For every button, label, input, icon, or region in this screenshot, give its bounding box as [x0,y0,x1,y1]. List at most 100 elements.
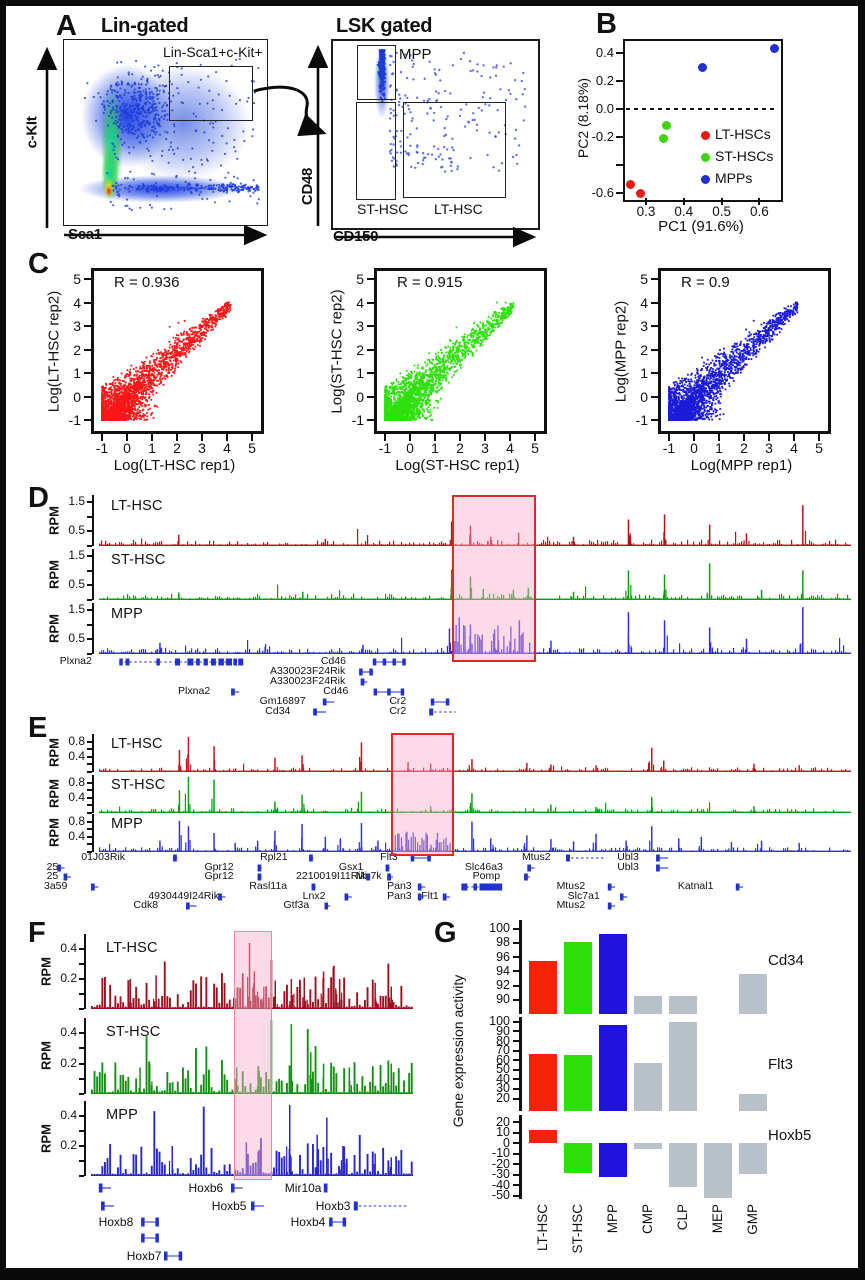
track-name-label: MPP [111,606,144,622]
gbar-gene-label: Hoxb5 [768,1127,812,1144]
gbar-category-label: GMP [745,1204,760,1235]
gbar-ytick-label: 80 [496,1033,510,1048]
corr-ytick-label: -1 [351,412,364,428]
gene-label-Pan3: Pan3 [387,880,412,892]
genome-track-LT-HSC [91,943,413,1009]
gene-label-Mir10a: Mir10a [284,1181,322,1195]
track-axis-tick [87,555,92,558]
gbar-ytick-label: 90 [496,992,510,1007]
corr-xtick-label: 3 [198,440,206,456]
panel-c-label: C [28,248,49,280]
corr-ytick [367,348,374,351]
corr-ytick [367,301,374,304]
gbar-ytick [513,1078,519,1081]
gbar-ytick [513,1020,519,1023]
track-axis-tick [87,609,92,612]
track-axis-line [84,934,86,1009]
corr-ytick [84,278,91,280]
gbar-Flt3-MPP [599,1024,627,1111]
corr-xtick [251,434,253,441]
gbar-ytick [513,941,519,944]
corr-ytick [651,278,658,280]
track-ytick-label: 0.4 [68,789,85,804]
corr-ytick [84,301,91,304]
corr-ytick [651,395,658,398]
gbar-Hoxb5-CMP [634,1143,662,1150]
panel-e-label: E [28,712,47,744]
gbar-ytick [513,1121,519,1124]
gbar-axis-line [519,920,522,1014]
lin-flow-density [78,58,260,212]
track-axis-tick [87,569,92,572]
genome-track-LT-HSC [99,505,851,546]
corr-xtick-label: 5 [815,440,823,456]
gene-expression-activity-ylabel: Gene expression activity [450,974,466,1128]
gbar-ytick [513,1152,519,1155]
track-axis-tick [79,948,84,950]
genome-track-MPP [99,607,851,654]
gbar-category-label: MPP [605,1204,620,1234]
gbar-ytick [513,1184,519,1187]
corr-ytick [651,301,658,304]
gene-label-Hoxb3: Hoxb3 [315,1199,351,1213]
corr-ytick-label: 4 [73,294,81,311]
gbar-ytick [513,1173,519,1176]
track-axis-tick [87,653,92,655]
corr-xtick-label: -1 [378,440,392,456]
gbar-Hoxb5-GMP [739,1143,767,1174]
highlight-box [452,495,536,662]
pca-ytick-label: 0.0 [595,101,614,116]
track-axis-tick [87,638,92,641]
gbar-gene-label: Cd34 [768,952,804,969]
track-rpm-label: RPM [46,738,62,767]
gene-label-Pomp: Pomp [472,870,501,882]
gbar-ytick [513,927,519,930]
legend-label-LT-HSCs: LT-HSCs [715,126,771,142]
track-name-label: ST-HSC [111,777,166,793]
corr-xtick [226,434,228,441]
track-rpm-label: RPM [38,1041,54,1070]
gbar-Cd34-LT-HSC [529,961,557,1014]
corr-ytick-label: 2 [73,341,81,358]
track-ytick-label: 0.4 [68,828,85,843]
corr-xtick [459,434,461,441]
panel-g-label: G [434,917,457,949]
gene-label-A330023F24Rik: A330023F24Rik [269,675,346,687]
track-name-label: LT-HSC [106,940,158,956]
corr-ytick-label: 1 [73,365,81,381]
lt-hsc-gate-label: LT-HSC [434,201,483,217]
gbar-ytick-label: 92 [496,978,510,993]
corr-xtick [384,434,386,441]
corr-xtick [151,434,153,441]
highlight-box [234,931,272,1180]
track-axis-tick [79,978,84,980]
corr-plot-frame [658,268,831,434]
corr-ylabel: Log(LT-HSC rep2) [45,290,63,413]
gene-label-Rasl11a: Rasl11a [249,880,288,892]
pca-ytick-label: -0.6 [591,185,614,200]
track-rpm-label: RPM [46,559,62,589]
panel-d-label: D [28,482,49,514]
corr-xtick [201,434,203,441]
gbar-ytick [513,1131,519,1134]
corr-ytick [84,348,91,351]
track-ytick-label: 0.5 [68,523,85,538]
gbar-Flt3-CLP [669,1021,697,1111]
corr-ytick [367,325,374,327]
corr-ylabel: Log(MPP rep2) [612,300,630,403]
gbar-ytick-label: 30 [496,1081,510,1096]
gbar-category-label: CMP [640,1204,655,1234]
corr-ytick-label: 5 [356,271,364,287]
gene-label-Lnx2: Lnx2 [302,890,326,902]
corr-ytick [367,278,374,280]
track-ytick-label: 0.2 [60,1055,77,1070]
track-ytick-label: 0.4 [60,1108,77,1122]
gbar-Hoxb5-CLP [669,1143,697,1188]
corr-xtick-label: 4 [223,440,231,456]
gene-label-Rpl21: Rpl21 [260,851,288,863]
gbar-ytick-label: -10 [491,1146,510,1161]
corr-ytick [367,419,374,421]
track-ytick-label: 0.5 [68,631,85,646]
corr-xtick-label: 5 [248,440,256,456]
gbar-ytick [513,1059,519,1062]
